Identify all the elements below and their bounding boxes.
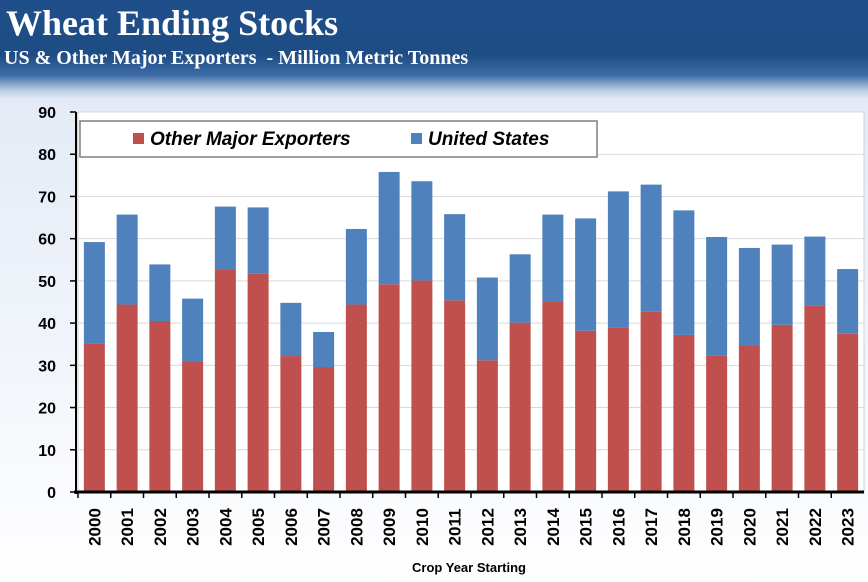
bar-other-major-exporters (476, 360, 498, 492)
bar-other-major-exporters (837, 333, 859, 492)
bar-united-states (378, 171, 400, 285)
bar-united-states (149, 264, 171, 321)
x-tick-label: 2012 (478, 508, 497, 546)
bar-other-major-exporters (575, 330, 597, 492)
x-axis-ticks: 2000 2001 2002 2003 2004 2005 2006 2007 2008 2009… (77, 492, 858, 546)
bar-other-major-exporters (444, 300, 466, 492)
x-tick-label: 2000 (85, 508, 104, 546)
bar-other-major-exporters (378, 284, 400, 492)
y-axis-ticks: 0 10 20 30 40 50 60 70 80 90 (38, 105, 76, 502)
bars (83, 171, 859, 492)
y-tick-label: 90 (38, 105, 56, 122)
y-tick-label: 0 (47, 485, 56, 502)
bar-united-states (804, 236, 826, 306)
bar-other-major-exporters (182, 361, 204, 492)
y-tick-label: 50 (38, 274, 56, 291)
bar-other-major-exporters (411, 280, 433, 492)
bar-other-major-exporters (771, 324, 793, 492)
bar-other-major-exporters (804, 305, 826, 492)
x-tick-label: 2013 (511, 508, 530, 546)
x-tick-label: 2006 (282, 508, 301, 546)
bar-other-major-exporters (542, 301, 564, 492)
bar-other-major-exporters (738, 345, 760, 492)
x-tick-label: 2019 (708, 508, 727, 546)
bar-other-major-exporters (345, 304, 367, 492)
legend-swatch-united-states (411, 133, 422, 144)
x-tick-label: 2001 (118, 508, 137, 546)
bar-united-states (542, 214, 564, 302)
bar-other-major-exporters (607, 327, 629, 492)
bar-united-states (575, 218, 597, 331)
x-tick-label: 2002 (151, 508, 170, 546)
bar-other-major-exporters (149, 321, 171, 492)
y-tick-label: 20 (38, 401, 56, 418)
bar-other-major-exporters (83, 343, 105, 492)
bar-united-states (607, 191, 629, 328)
bar-united-states (837, 269, 859, 334)
bar-other-major-exporters (116, 304, 138, 492)
x-tick-label: 2020 (740, 508, 759, 546)
legend: Other Major Exporters United States (79, 120, 598, 158)
x-tick-label: 2015 (577, 508, 596, 546)
x-axis-label: Crop Year Starting (412, 560, 526, 575)
bar-other-major-exporters (247, 273, 269, 492)
bar-united-states (182, 298, 204, 362)
x-tick-label: 2003 (184, 508, 203, 546)
x-tick-label: 2021 (773, 508, 792, 546)
y-tick-label: 30 (38, 358, 56, 375)
legend-box (79, 120, 598, 158)
bar-united-states (771, 244, 793, 325)
bar-united-states (509, 254, 531, 323)
y-tick-label: 40 (38, 316, 56, 333)
bar-other-major-exporters (214, 269, 236, 492)
x-tick-label: 2023 (839, 508, 858, 546)
x-tick-label: 2014 (544, 508, 563, 546)
bar-other-major-exporters (313, 367, 335, 492)
bar-united-states (476, 277, 498, 361)
chart-title: Wheat Ending Stocks (6, 3, 339, 43)
bar-other-major-exporters (280, 356, 302, 492)
legend-label-other-major-exporters: Other Major Exporters (150, 129, 351, 150)
plot-area (77, 111, 865, 493)
bar-united-states (116, 214, 138, 305)
bar-united-states (83, 242, 105, 344)
legend-swatch-other-major-exporters (133, 133, 144, 144)
x-tick-label: 2009 (380, 508, 399, 546)
y-tick-label: 10 (38, 443, 56, 460)
chart-subtitle: US & Other Major Exporters - Million Met… (4, 47, 469, 69)
bar-united-states (214, 206, 236, 270)
y-tick-label: 70 (38, 189, 56, 206)
bar-other-major-exporters (640, 311, 662, 492)
x-tick-label: 2004 (216, 508, 235, 546)
bar-united-states (247, 207, 269, 274)
bar-other-major-exporters (706, 355, 728, 492)
bar-united-states (640, 184, 662, 312)
gridlines (78, 111, 864, 451)
y-tick-label: 60 (38, 232, 56, 249)
bar-united-states (280, 302, 302, 357)
chart-header: Wheat Ending Stocks US & Other Major Exp… (0, 0, 868, 100)
bar-united-states (444, 214, 466, 301)
x-tick-label: 2022 (806, 508, 825, 546)
x-tick-label: 2010 (413, 508, 432, 546)
x-tick-label: 2008 (347, 508, 366, 546)
bar-united-states (738, 247, 760, 346)
x-tick-label: 2005 (249, 508, 268, 546)
x-tick-label: 2011 (446, 509, 465, 546)
x-tick-label: 2016 (609, 508, 628, 546)
bar-united-states (673, 210, 695, 335)
bar-other-major-exporters (673, 334, 695, 492)
x-tick-label: 2018 (675, 508, 694, 546)
x-tick-label: 2007 (315, 508, 334, 546)
bar-other-major-exporters (509, 322, 531, 492)
y-tick-label: 80 (38, 147, 56, 164)
bar-united-states (706, 236, 728, 356)
bar-united-states (313, 331, 335, 368)
bar-united-states (345, 228, 367, 305)
bar-united-states (411, 181, 433, 281)
legend-label-united-states: United States (428, 129, 549, 150)
x-tick-label: 2017 (642, 508, 661, 546)
